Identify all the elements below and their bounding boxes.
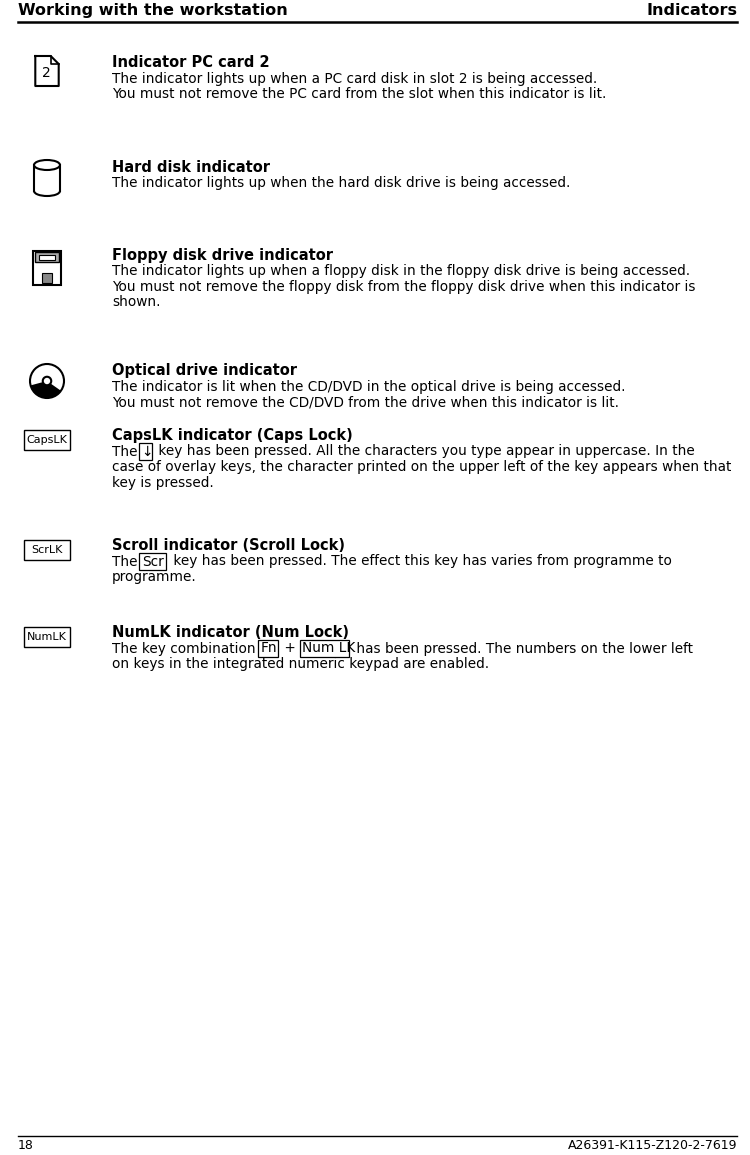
Text: Fn: Fn <box>260 641 277 656</box>
Text: Optical drive indicator: Optical drive indicator <box>112 363 297 378</box>
Text: The indicator lights up when a PC card disk in slot 2 is being accessed.: The indicator lights up when a PC card d… <box>112 72 597 85</box>
Circle shape <box>43 377 51 386</box>
Ellipse shape <box>34 161 60 170</box>
Text: NumLK indicator (Num Lock): NumLK indicator (Num Lock) <box>112 625 349 640</box>
Text: Working with the workstation: Working with the workstation <box>18 3 288 18</box>
FancyBboxPatch shape <box>140 444 152 460</box>
FancyBboxPatch shape <box>34 252 59 262</box>
Text: Num LK: Num LK <box>302 641 355 656</box>
Text: You must not remove the floppy disk from the floppy disk drive when this indicat: You must not remove the floppy disk from… <box>112 280 695 295</box>
Text: ScrLK: ScrLK <box>32 545 63 556</box>
FancyBboxPatch shape <box>24 430 70 450</box>
Text: on keys in the integrated numeric keypad are enabled.: on keys in the integrated numeric keypad… <box>112 657 489 671</box>
Text: Floppy disk drive indicator: Floppy disk drive indicator <box>112 248 333 263</box>
Text: The indicator lights up when the hard disk drive is being accessed.: The indicator lights up when the hard di… <box>112 177 570 191</box>
Text: Hard disk indicator: Hard disk indicator <box>112 161 270 176</box>
Text: The: The <box>112 554 142 568</box>
Text: The: The <box>112 445 142 459</box>
Text: CapsLK indicator (Caps Lock): CapsLK indicator (Caps Lock) <box>112 429 352 444</box>
Text: Scroll indicator (Scroll Lock): Scroll indicator (Scroll Lock) <box>112 538 345 553</box>
Text: key has been pressed. The effect this key has varies from programme to: key has been pressed. The effect this ke… <box>169 554 672 568</box>
FancyBboxPatch shape <box>300 640 350 656</box>
FancyBboxPatch shape <box>39 255 55 260</box>
Text: key has been pressed. All the characters you type appear in uppercase. In the: key has been pressed. All the characters… <box>154 445 695 459</box>
FancyBboxPatch shape <box>41 273 53 283</box>
Text: shown.: shown. <box>112 296 160 310</box>
Text: programme.: programme. <box>112 571 196 584</box>
FancyBboxPatch shape <box>258 640 278 656</box>
Polygon shape <box>35 55 58 85</box>
Text: Indicators: Indicators <box>646 3 737 18</box>
Text: Scr: Scr <box>142 554 164 568</box>
Text: Indicator PC card 2: Indicator PC card 2 <box>112 55 270 70</box>
Text: A26391-K115-Z120-2-7619: A26391-K115-Z120-2-7619 <box>568 1139 737 1152</box>
Text: case of overlay keys, the character printed on the upper left of the key appears: case of overlay keys, the character prin… <box>112 460 731 474</box>
Text: key is pressed.: key is pressed. <box>112 476 214 490</box>
Text: The indicator lights up when a floppy disk in the floppy disk drive is being acc: The indicator lights up when a floppy di… <box>112 264 690 278</box>
Text: The indicator is lit when the CD/DVD in the optical drive is being accessed.: The indicator is lit when the CD/DVD in … <box>112 380 626 394</box>
Text: You must not remove the PC card from the slot when this indicator is lit.: You must not remove the PC card from the… <box>112 87 606 100</box>
FancyBboxPatch shape <box>140 553 166 569</box>
Text: +: + <box>280 641 301 656</box>
Text: 2: 2 <box>42 66 50 80</box>
Text: You must not remove the CD/DVD from the drive when this indicator is lit.: You must not remove the CD/DVD from the … <box>112 395 619 409</box>
FancyBboxPatch shape <box>32 251 62 285</box>
Text: CapsLK: CapsLK <box>26 435 68 445</box>
Text: has been pressed. The numbers on the lower left: has been pressed. The numbers on the low… <box>352 641 693 656</box>
FancyBboxPatch shape <box>24 541 70 560</box>
Circle shape <box>30 364 64 398</box>
Text: NumLK: NumLK <box>27 632 67 642</box>
Text: 18: 18 <box>18 1139 34 1152</box>
Text: ↓: ↓ <box>142 445 153 459</box>
FancyBboxPatch shape <box>24 627 70 647</box>
Wedge shape <box>31 381 61 398</box>
Text: The key combination: The key combination <box>112 641 260 656</box>
FancyBboxPatch shape <box>34 165 60 191</box>
